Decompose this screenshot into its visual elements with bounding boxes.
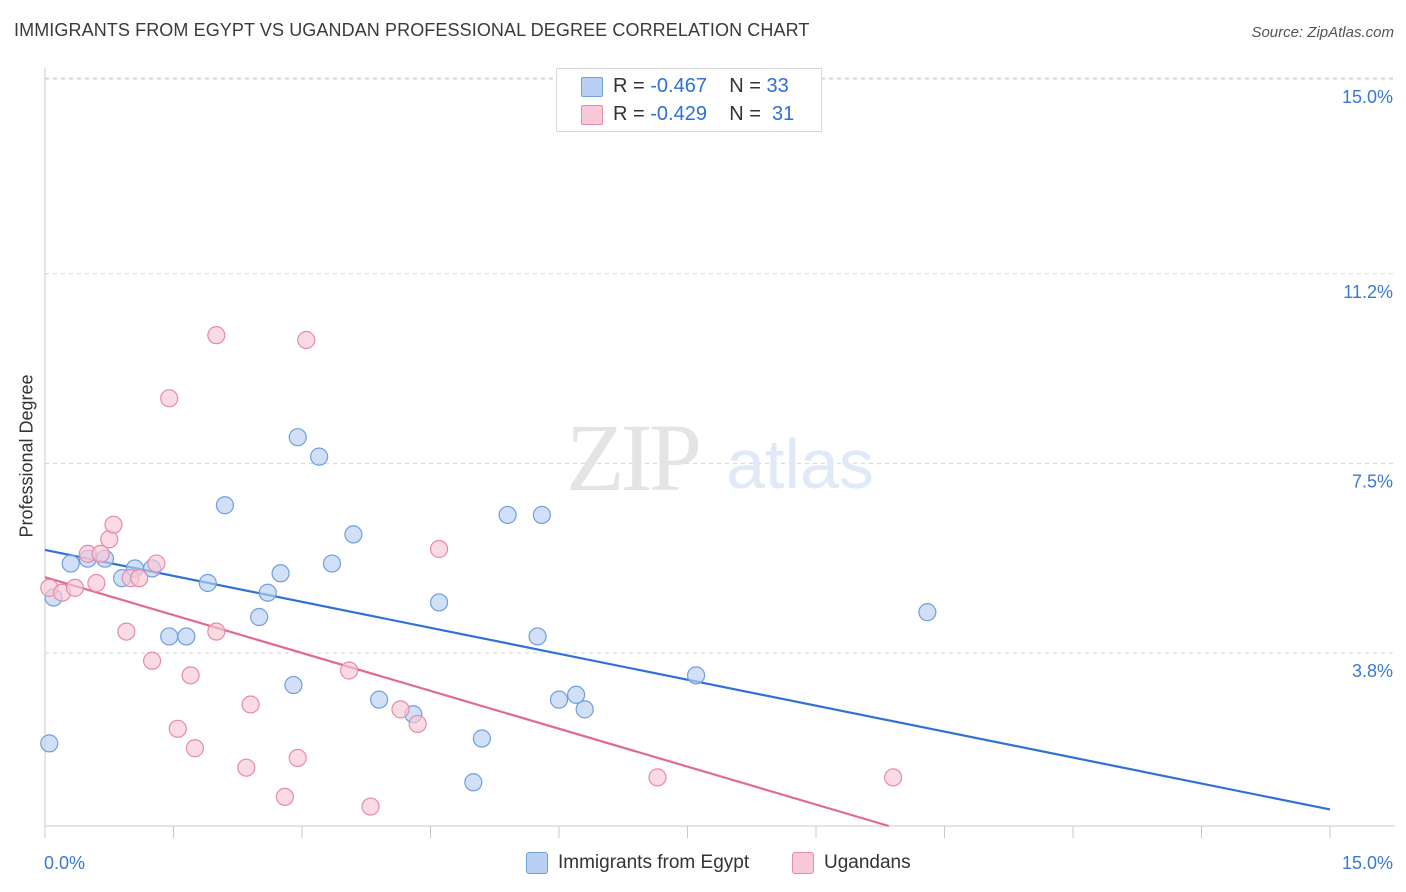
source-credit: Source: ZipAtlas.com <box>1251 24 1394 41</box>
egypt-legend-label: Immigrants from Egypt <box>558 852 750 874</box>
ugandan-swatch <box>581 104 603 125</box>
r-label: R = <box>613 75 645 97</box>
ugandan-point <box>130 569 149 588</box>
egypt-point <box>532 505 551 525</box>
ugandan-point <box>142 651 162 670</box>
egypt-point <box>310 447 329 466</box>
egypt-point <box>198 573 217 593</box>
ugandan-point <box>241 695 260 714</box>
ugandan-point <box>160 389 179 408</box>
egypt-legend-swatch <box>526 852 548 874</box>
n-label: N = <box>729 75 761 97</box>
egypt-point <box>472 729 491 748</box>
watermark: ZIP atlas <box>566 404 874 511</box>
ugandan-legend-label: Ugandans <box>824 852 911 874</box>
ugandan-point <box>117 622 136 641</box>
ugandan-point <box>168 719 187 738</box>
egypt-point <box>322 554 342 573</box>
watermark-atlas: atlas <box>726 425 874 503</box>
egypt-point <box>498 505 517 525</box>
chart-title: IMMIGRANTS FROM EGYPT VS UGANDAN PROFESS… <box>14 20 810 40</box>
ugandan-point <box>147 554 166 573</box>
y-tick-label: 15.0% <box>1342 87 1393 107</box>
egypt-swatch <box>581 76 603 97</box>
legend-row-egypt: R = -0.467 N = 33 <box>581 72 789 100</box>
egypt-point <box>284 675 303 695</box>
x-tick-label: 15.0% <box>1342 853 1393 873</box>
ugandan-point <box>237 758 256 777</box>
egypt-point <box>344 525 363 544</box>
egypt-point <box>528 627 547 646</box>
ugandan-point <box>207 622 226 641</box>
axes <box>44 68 1395 838</box>
r-label: R = <box>613 103 645 125</box>
egypt-point <box>258 583 277 602</box>
stats-legend: R = -0.467 N = 33 R = -0.429 N = 31 <box>556 68 822 132</box>
ugandan-point <box>104 515 123 534</box>
ugandan-r-value: -0.429 <box>650 103 707 125</box>
legend-row-ugandans: R = -0.429 N = 31 <box>581 100 794 128</box>
y-tick-label: 11.2% <box>1343 282 1393 302</box>
ugandan-point <box>883 768 903 787</box>
ugandan-point <box>361 797 380 816</box>
y-tick-label: 3.8% <box>1352 661 1393 681</box>
ugandan-point <box>429 539 449 559</box>
egypt-r-value: -0.467 <box>650 75 707 97</box>
ugandan-point <box>408 714 427 734</box>
ugandan-trend-line <box>44 576 890 828</box>
egypt-point <box>288 428 307 447</box>
egypt-n-value: 33 <box>766 75 789 97</box>
egypt-point <box>215 496 234 515</box>
egypt-point <box>160 627 179 646</box>
ugandan-point <box>207 326 226 345</box>
ugandan-legend-swatch <box>792 852 814 874</box>
trend-lines <box>44 548 1331 828</box>
data-points <box>40 326 937 816</box>
ugandan-point <box>648 768 667 787</box>
egypt-point <box>370 690 389 709</box>
tick-labels: 3.8% 7.5% 11.2% 15.0% 0.0% 15.0% <box>44 87 1393 873</box>
gridlines <box>45 77 1395 654</box>
egypt-point <box>61 554 80 573</box>
egypt-point <box>250 607 269 627</box>
egypt-point <box>686 666 706 685</box>
egypt-point <box>177 627 196 646</box>
ugandan-point <box>181 666 200 685</box>
series-legend-egypt[interactable]: Immigrants from Egypt <box>526 852 749 874</box>
egypt-point <box>40 734 59 753</box>
series-legend-ugandans[interactable]: Ugandans <box>792 852 911 874</box>
ugandan-point <box>275 787 294 806</box>
ugandan-point <box>65 578 85 597</box>
ugandan-point <box>391 700 410 719</box>
ugandan-point <box>185 739 205 758</box>
ugandan-point <box>87 573 106 593</box>
ugandan-point <box>91 544 110 563</box>
ugandan-point <box>340 661 359 680</box>
watermark-zip: ZIP <box>566 404 699 511</box>
egypt-point <box>575 700 594 719</box>
x-tick-label: 0.0% <box>44 853 85 873</box>
egypt-point <box>549 690 569 709</box>
n-label: N = <box>729 103 761 125</box>
egypt-point <box>271 564 290 583</box>
y-tick-label: 7.5% <box>1352 471 1393 491</box>
egypt-point <box>918 603 937 622</box>
ugandan-point <box>297 330 316 350</box>
ugandan-n-value: 31 <box>772 103 795 125</box>
ugandan-point <box>288 748 307 768</box>
egypt-point <box>429 593 449 612</box>
egypt-point <box>464 773 483 792</box>
egypt-point <box>567 685 586 704</box>
